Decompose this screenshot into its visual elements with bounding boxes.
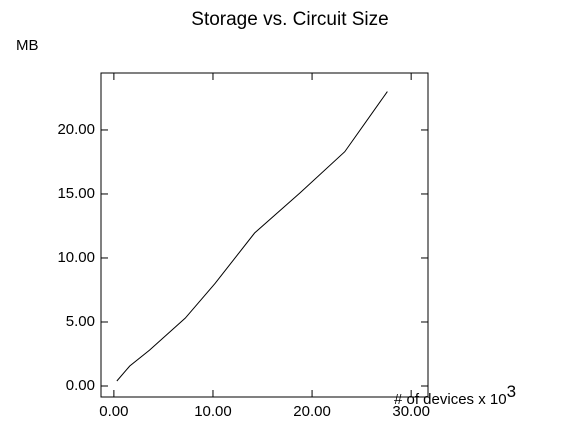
x-axis-label-exponent: 3: [507, 382, 516, 401]
y-tick-label: 5.00: [66, 313, 95, 330]
x-tick-label: 10.00: [194, 403, 232, 420]
y-tick-label: 10.00: [57, 249, 95, 266]
x-axis-label: # of devices x 103: [394, 382, 516, 407]
x-tick-label: 30.00: [392, 403, 430, 420]
y-tick-label: 0.00: [66, 377, 95, 394]
data-line: [116, 91, 388, 382]
y-axis-label: MB: [16, 37, 39, 54]
x-tick-label: 0.00: [99, 403, 128, 420]
y-tick-label: 20.00: [57, 121, 95, 138]
x-tick-label: 20.00: [293, 403, 331, 420]
chart-title: Storage vs. Circuit Size: [191, 9, 388, 30]
y-tick-label: 15.00: [57, 185, 95, 202]
plot-frame: [100, 72, 429, 398]
x-axis-label-text: # of devices x 10: [394, 391, 507, 408]
